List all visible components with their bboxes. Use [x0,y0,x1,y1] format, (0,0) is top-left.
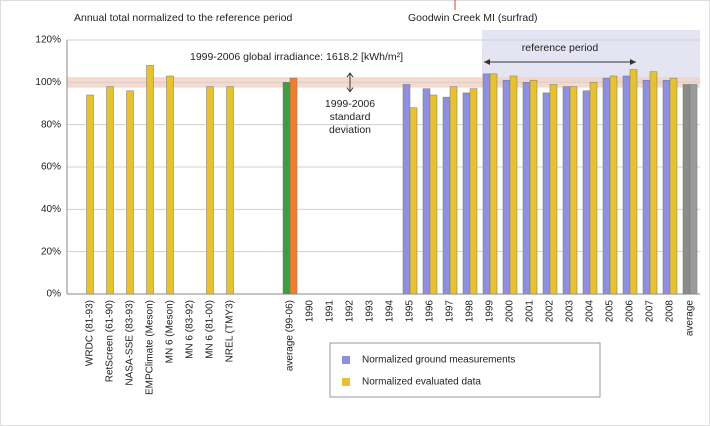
bar [582,90,591,295]
bar [549,84,558,295]
x-tick-label: average [685,300,696,337]
bar [166,75,174,295]
bar [662,79,671,295]
x-tick-label: NASA-SSE (83-93) [125,300,136,386]
y-tick-label: 20% [41,246,61,257]
bar [669,77,678,295]
chart-subtitle: Goodwin Creek MI (surfrad) [408,12,538,24]
x-tick-label: 1996 [425,300,436,323]
bar [569,86,578,295]
bar [106,86,114,295]
chart-title: Annual total normalized to the reference… [74,12,292,24]
bar [649,71,658,295]
x-tick-label: 1997 [445,300,456,323]
x-tick-label: MN 6 (81-00) [205,300,216,359]
bar [449,86,458,295]
bar [642,79,651,295]
x-tick-label: 2007 [645,300,656,323]
reference-shade [482,30,700,82]
bar [542,92,551,295]
bar [509,75,518,295]
x-tick-label: WRDC (81-93) [85,300,96,366]
y-tick-label: 120% [35,35,61,46]
x-tick-label: 1995 [405,300,416,323]
legend-swatch [342,356,350,364]
x-tick-label: 1991 [325,300,336,323]
legend-label: Normalized evaluated data [362,377,481,388]
x-tick-label: 1994 [385,300,396,323]
bar [629,69,638,295]
bar [146,65,154,295]
x-tick-label: 1990 [305,300,316,323]
bar [609,75,618,295]
y-tick-label: 60% [41,162,61,173]
bar [522,82,531,295]
irradiance-note: 1999-2006 global irradiance: 1618.2 [kWh… [190,51,403,63]
bar [86,94,94,295]
bar [602,77,611,295]
bar [529,79,538,295]
x-tick-label: 2005 [605,300,616,323]
bar [226,86,234,295]
y-tick-label: 80% [41,119,61,130]
bar [289,77,298,295]
bar [689,84,698,295]
bar [429,94,438,295]
x-tick-label: 2001 [525,300,536,323]
x-tick-label: 2006 [625,300,636,323]
bar [282,82,291,295]
bar [206,86,214,295]
bar [442,96,451,295]
x-tick-label: average (99-06) [285,300,296,371]
bar [502,79,511,295]
bar [126,90,134,295]
x-tick-label: NREL (TMY3) [225,300,236,362]
x-tick-label: 2002 [545,300,556,323]
bar [489,73,498,295]
std-note: deviation [329,124,371,136]
bar [682,84,691,295]
bar [482,73,491,295]
bar [402,84,411,295]
legend-label: Normalized ground measurements [362,355,515,366]
x-tick-label: 2004 [585,300,596,323]
y-tick-label: 0% [47,289,62,300]
bar [409,107,418,295]
x-tick-label: 1999 [485,300,496,323]
x-tick-label: RetScreen (61-90) [105,300,116,382]
bar [589,82,598,295]
reference-label: reference period [522,42,599,54]
bar [622,75,631,295]
legend-swatch [342,378,350,386]
x-tick-label: 2003 [565,300,576,323]
x-tick-label: 2000 [505,300,516,323]
x-tick-label: 1992 [345,300,356,323]
bar [469,88,478,295]
y-tick-label: 100% [35,77,61,88]
legend-box [329,342,601,398]
x-tick-label: EMPClimate (Meson) [145,300,156,395]
x-tick-label: 1993 [365,300,376,323]
x-tick-label: 1998 [465,300,476,323]
std-note: 1999-2006 [325,98,375,110]
std-arrow [346,72,354,93]
x-tick-label: 2008 [665,300,676,323]
bar [562,86,571,295]
bar [422,88,431,295]
bar [462,92,471,295]
x-tick-label: MN 6 (Meson) [165,300,176,363]
y-tick-label: 40% [41,204,61,215]
std-note: standard [330,111,371,123]
x-tick-label: MN 6 (83-92) [185,300,196,359]
